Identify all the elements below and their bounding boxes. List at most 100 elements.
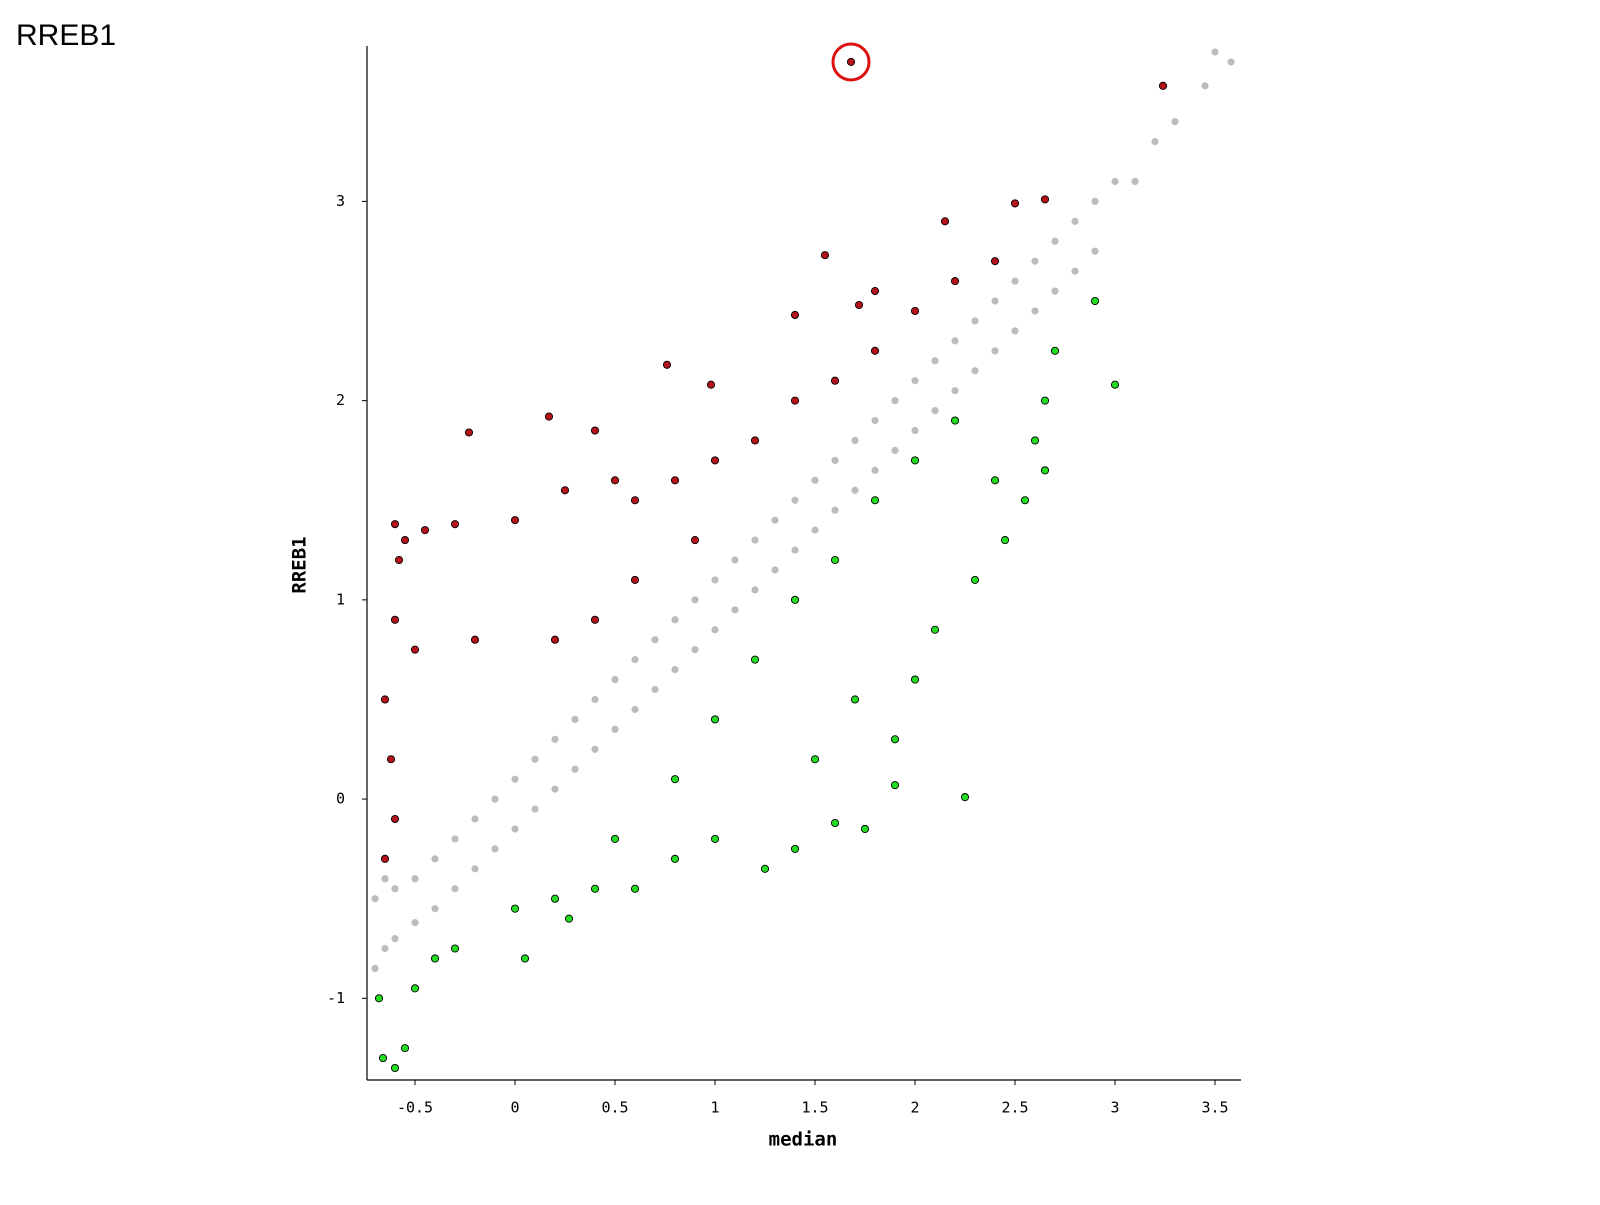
- y-tick-label: 3: [336, 192, 345, 210]
- point: [890, 735, 900, 744]
- point: [611, 675, 619, 684]
- point: [1151, 138, 1159, 146]
- point: [771, 566, 779, 574]
- point: [571, 715, 579, 723]
- point: [911, 426, 919, 435]
- point: [930, 625, 940, 634]
- point: [451, 835, 459, 843]
- point: [760, 864, 770, 873]
- point: [430, 954, 440, 963]
- point: [811, 526, 819, 534]
- point: [871, 416, 879, 425]
- point: [771, 516, 779, 524]
- point: [846, 57, 856, 66]
- point: [450, 944, 460, 953]
- point: [890, 781, 900, 790]
- point: [451, 885, 459, 893]
- point: [1051, 237, 1059, 245]
- point: [671, 665, 679, 674]
- point: [1040, 466, 1050, 475]
- point: [550, 894, 560, 903]
- point: [411, 919, 419, 927]
- point: [870, 287, 880, 296]
- point: [390, 1063, 400, 1073]
- point: [491, 795, 499, 803]
- point: [1011, 277, 1019, 285]
- point: [831, 456, 839, 464]
- point: [711, 576, 719, 584]
- point: [631, 705, 639, 714]
- point: [910, 675, 920, 684]
- point: [431, 905, 439, 913]
- point: [1051, 287, 1059, 295]
- point: [1040, 195, 1050, 204]
- point: [1158, 81, 1168, 90]
- point: [560, 486, 570, 495]
- point: [390, 520, 400, 529]
- point: [731, 606, 739, 614]
- point: [790, 396, 800, 405]
- point: [651, 685, 659, 694]
- point: [971, 367, 979, 375]
- point: [662, 360, 672, 369]
- point: [491, 845, 499, 853]
- point: [790, 595, 800, 604]
- point: [610, 834, 620, 843]
- point: [731, 556, 739, 564]
- point: [1010, 199, 1020, 208]
- x-tick-label: 3.5: [1201, 1099, 1228, 1117]
- point: [1031, 257, 1039, 265]
- point: [564, 914, 574, 923]
- point: [1031, 307, 1039, 315]
- point: [400, 1044, 410, 1053]
- point: [590, 426, 600, 435]
- y-tick-label: 0: [336, 790, 345, 808]
- point: [511, 825, 519, 833]
- point: [710, 715, 720, 724]
- point: [870, 496, 880, 505]
- point: [371, 964, 379, 973]
- point: [410, 984, 420, 993]
- point: [1211, 48, 1219, 56]
- point: [390, 615, 400, 624]
- point: [891, 446, 899, 455]
- point: [810, 755, 820, 764]
- y-tick-label: 2: [336, 391, 345, 409]
- point: [591, 745, 599, 753]
- point: [381, 875, 389, 883]
- point: [991, 297, 999, 305]
- point: [630, 884, 640, 893]
- point: [830, 818, 840, 828]
- point: [790, 310, 800, 320]
- point: [450, 520, 460, 529]
- point: [610, 476, 620, 485]
- point: [710, 456, 720, 465]
- point: [591, 695, 599, 704]
- point: [464, 428, 474, 437]
- x-tick-label: 3: [1110, 1099, 1119, 1117]
- point: [751, 536, 759, 544]
- point: [380, 854, 390, 863]
- point: [551, 735, 559, 743]
- point: [1011, 327, 1019, 335]
- point: [630, 575, 640, 584]
- point: [970, 575, 980, 584]
- point: [750, 436, 760, 445]
- chart-title: RREB1: [16, 19, 116, 52]
- point: [711, 626, 719, 634]
- point: [1091, 197, 1099, 205]
- point: [378, 1054, 388, 1063]
- point: [571, 765, 579, 773]
- point: [960, 793, 970, 802]
- point: [411, 875, 419, 883]
- point: [691, 646, 699, 654]
- highlight-circle: [831, 42, 871, 82]
- point: [1201, 82, 1209, 90]
- point: [611, 725, 619, 733]
- point: [410, 645, 420, 654]
- point: [630, 496, 640, 505]
- point: [551, 785, 559, 793]
- point: [420, 526, 430, 535]
